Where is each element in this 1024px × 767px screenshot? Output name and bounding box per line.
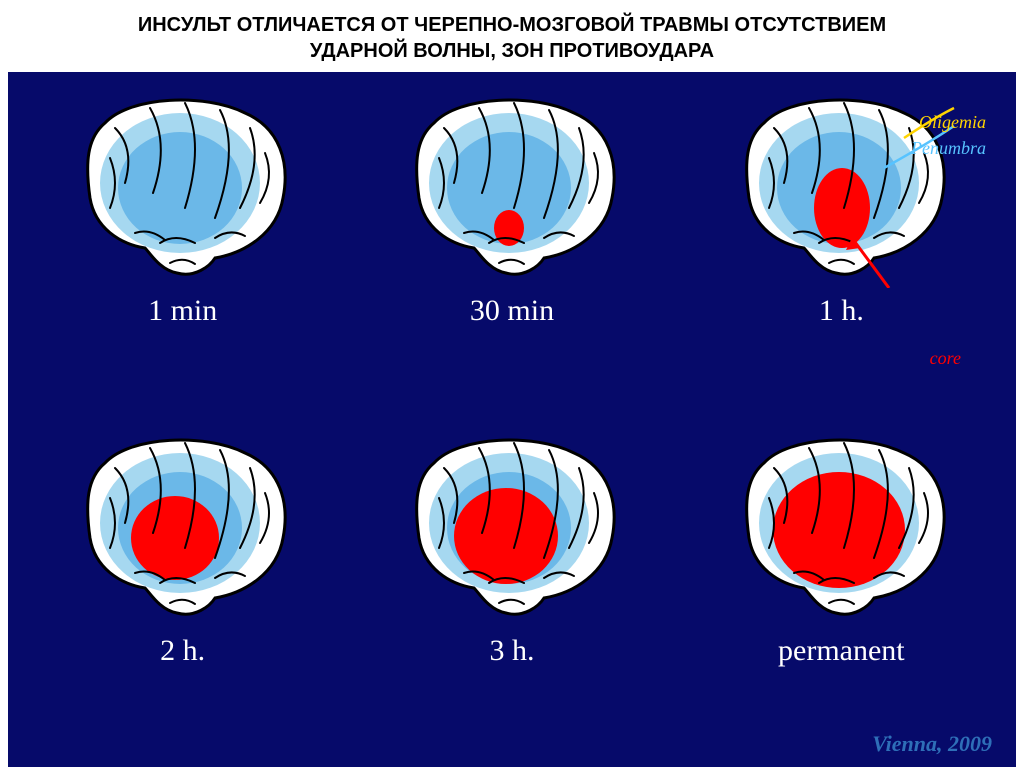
title-line1: ИНСУЛЬТ ОТЛИЧАЕТСЯ ОТ ЧЕРЕПНО-МОЗГОВОЙ Т… bbox=[40, 12, 984, 38]
title-area: ИНСУЛЬТ ОТЛИЧАЕТСЯ ОТ ЧЕРЕПНО-МОЗГОВОЙ Т… bbox=[0, 0, 1024, 72]
brain-panel-0: 1 min bbox=[38, 88, 327, 412]
brain-panel-3: 2 h. bbox=[38, 428, 327, 752]
time-label: 2 h. bbox=[160, 634, 205, 668]
brain-illustration bbox=[724, 428, 959, 628]
brain-illustration bbox=[394, 428, 629, 628]
time-label: 1 min bbox=[148, 294, 217, 328]
brain-panel-5: permanent bbox=[697, 428, 986, 752]
brain-panel-4: 3 h. bbox=[367, 428, 656, 752]
annotation-oligemia: Oligemia bbox=[919, 112, 986, 133]
annotation-core: core bbox=[930, 348, 961, 369]
brain-panel-1: 30 min bbox=[367, 88, 656, 412]
title-line2: УДАРНОЙ ВОЛНЫ, ЗОН ПРОТИВОУДАРА bbox=[40, 38, 984, 64]
diagram-area: 1 min 30 min 1 h. 2 h. 3 h. permanent Oligemi… bbox=[8, 72, 1016, 767]
brain-illustration bbox=[65, 88, 300, 288]
citation: Vienna, 2009 bbox=[872, 731, 992, 757]
time-label: permanent bbox=[778, 634, 905, 668]
brain-grid: 1 min 30 min 1 h. 2 h. 3 h. permanent bbox=[8, 72, 1016, 767]
time-label: 1 h. bbox=[819, 294, 864, 328]
annotation-penumbra: Penumbra bbox=[911, 138, 986, 159]
brain-illustration bbox=[65, 428, 300, 628]
brain-illustration bbox=[394, 88, 629, 288]
time-label: 30 min bbox=[470, 294, 554, 328]
time-label: 3 h. bbox=[489, 634, 534, 668]
